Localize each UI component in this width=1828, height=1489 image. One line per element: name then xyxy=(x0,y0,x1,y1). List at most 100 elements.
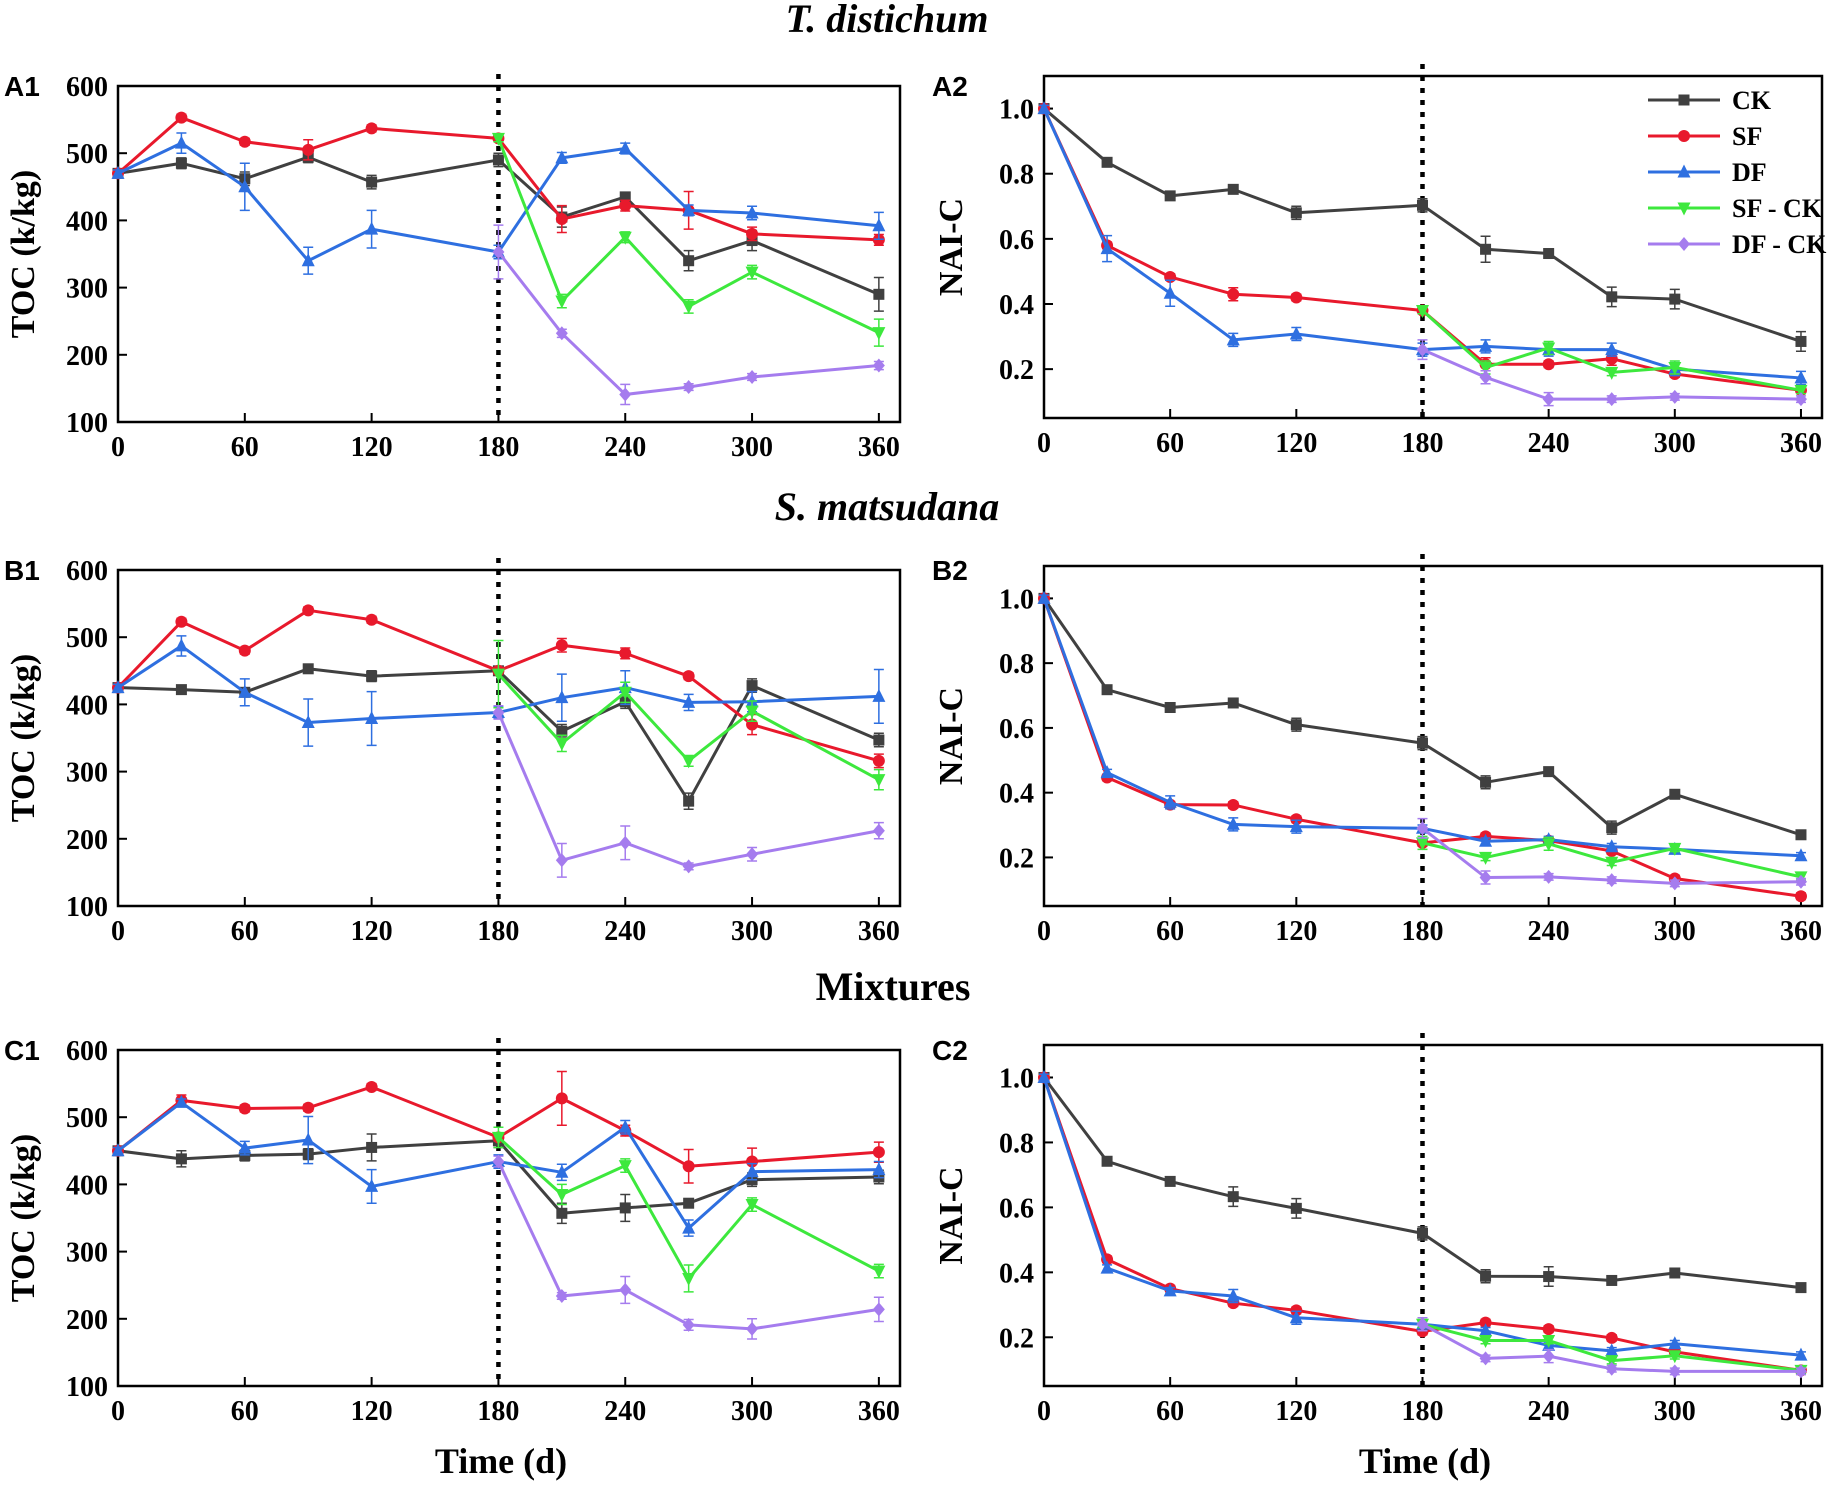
data-point xyxy=(872,823,885,838)
data-point xyxy=(175,1153,187,1165)
data-point xyxy=(238,1140,252,1154)
x-tick-label: 180 xyxy=(477,432,519,463)
data-point xyxy=(682,670,695,683)
x-tick-label: 180 xyxy=(477,1396,519,1427)
data-point xyxy=(683,795,695,807)
data-point xyxy=(555,213,568,226)
data-point xyxy=(682,1160,695,1173)
x-tick-label: 360 xyxy=(858,432,900,463)
data-point xyxy=(1101,1155,1113,1167)
data-point xyxy=(872,1302,885,1317)
y-tick-label: 100 xyxy=(66,892,108,923)
data-point xyxy=(872,774,886,788)
data-point xyxy=(175,684,187,696)
data-point xyxy=(1543,766,1555,778)
data-point xyxy=(1605,1355,1619,1369)
x-tick-label: 360 xyxy=(1780,916,1822,947)
y-tick-label: 500 xyxy=(66,1103,108,1134)
data-point xyxy=(301,715,315,729)
y-tick-label: 0.2 xyxy=(999,843,1034,874)
data-point xyxy=(174,638,188,652)
data-point xyxy=(1226,332,1240,346)
data-point xyxy=(745,266,759,280)
y-axis-label: NAI-C xyxy=(933,198,970,296)
x-tick-label: 60 xyxy=(1156,916,1184,947)
series-line-ck xyxy=(117,1139,879,1215)
x-tick-label: 60 xyxy=(1156,1396,1184,1427)
data-point xyxy=(111,165,125,179)
data-point xyxy=(872,688,886,702)
data-point xyxy=(302,663,314,675)
data-point xyxy=(683,255,695,267)
data-point xyxy=(1605,366,1619,380)
data-point xyxy=(746,847,759,862)
data-point xyxy=(618,231,632,245)
data-point xyxy=(1668,842,1682,856)
data-point xyxy=(682,202,696,216)
data-point xyxy=(682,380,695,395)
legend-marker-df-ck xyxy=(1678,237,1690,251)
data-point xyxy=(302,1101,315,1114)
data-point xyxy=(1100,1260,1114,1274)
data-point xyxy=(1290,1202,1302,1214)
data-point xyxy=(619,1202,631,1214)
y-tick-label: 300 xyxy=(66,274,108,305)
data-point xyxy=(1415,305,1429,319)
data-point xyxy=(682,859,695,874)
series-line-sf-ck xyxy=(497,137,880,334)
data-point xyxy=(1226,816,1240,830)
panel-B2: B2 0 60 120 180 240 300 360 0.2 0.4 0.6 0.8 1.0 NAI-C xyxy=(932,554,1824,947)
y-tick-label: 600 xyxy=(66,556,108,587)
data-point xyxy=(1290,291,1303,304)
panel-A1: A1 0 60 120 180 240 300 360 100 200 300 400 500 600 TO… xyxy=(4,71,902,463)
plot-frame xyxy=(116,84,902,424)
data-point xyxy=(1289,819,1303,833)
data-point xyxy=(682,755,696,769)
legend-label-sf: SF xyxy=(1732,122,1762,151)
data-point xyxy=(1416,1227,1428,1239)
data-point xyxy=(683,1197,695,1209)
x-tick-label: 240 xyxy=(1528,916,1570,947)
series-sf-ck xyxy=(491,639,886,791)
data-point xyxy=(1226,1288,1240,1302)
data-point xyxy=(745,205,759,219)
data-point xyxy=(745,1164,759,1178)
data-point xyxy=(1290,207,1302,219)
series-sf-ck xyxy=(1415,1318,1808,1378)
x-tick-label: 300 xyxy=(1654,916,1696,947)
x-tick-label: 0 xyxy=(111,1396,125,1427)
y-axis-label: TOC (k/kg) xyxy=(5,1134,42,1302)
data-point xyxy=(1100,765,1114,779)
data-point xyxy=(1163,285,1177,299)
data-point xyxy=(1606,1274,1618,1286)
data-point xyxy=(872,358,885,373)
legend-label-df-ck: DF - CK xyxy=(1732,230,1827,259)
x-tick-label: 120 xyxy=(1275,1396,1317,1427)
y-axis-label: TOC (k/kg) xyxy=(5,170,42,338)
y-axis-label: NAI-C xyxy=(933,1166,970,1264)
x-tick-label: 300 xyxy=(1654,1396,1696,1427)
series-sf-ck xyxy=(491,1126,886,1293)
section-title-mixtures: Mixtures xyxy=(816,964,971,1009)
data-point xyxy=(366,1141,378,1153)
series-line-df xyxy=(1042,597,1802,858)
data-point xyxy=(1668,1336,1682,1350)
y-tick-label: 400 xyxy=(66,1170,108,1201)
data-point xyxy=(238,1102,251,1115)
plot-frame xyxy=(1042,74,1824,420)
panel-label-c1: C1 xyxy=(4,1035,40,1066)
series-df-ck xyxy=(492,1154,885,1340)
data-point xyxy=(556,1207,568,1219)
data-point xyxy=(1542,1335,1556,1349)
data-point xyxy=(1794,1364,1807,1379)
data-point xyxy=(1542,392,1555,407)
y-tick-label: 400 xyxy=(66,206,108,237)
x-tick-label: 300 xyxy=(731,1396,773,1427)
y-tick-label: 200 xyxy=(66,825,108,856)
y-tick-label: 200 xyxy=(66,341,108,372)
data-point xyxy=(1479,1323,1493,1337)
data-point xyxy=(872,1146,885,1159)
data-point xyxy=(1794,384,1808,398)
panel-label-b1: B1 xyxy=(4,555,40,586)
series-line-df-ck xyxy=(497,251,879,396)
